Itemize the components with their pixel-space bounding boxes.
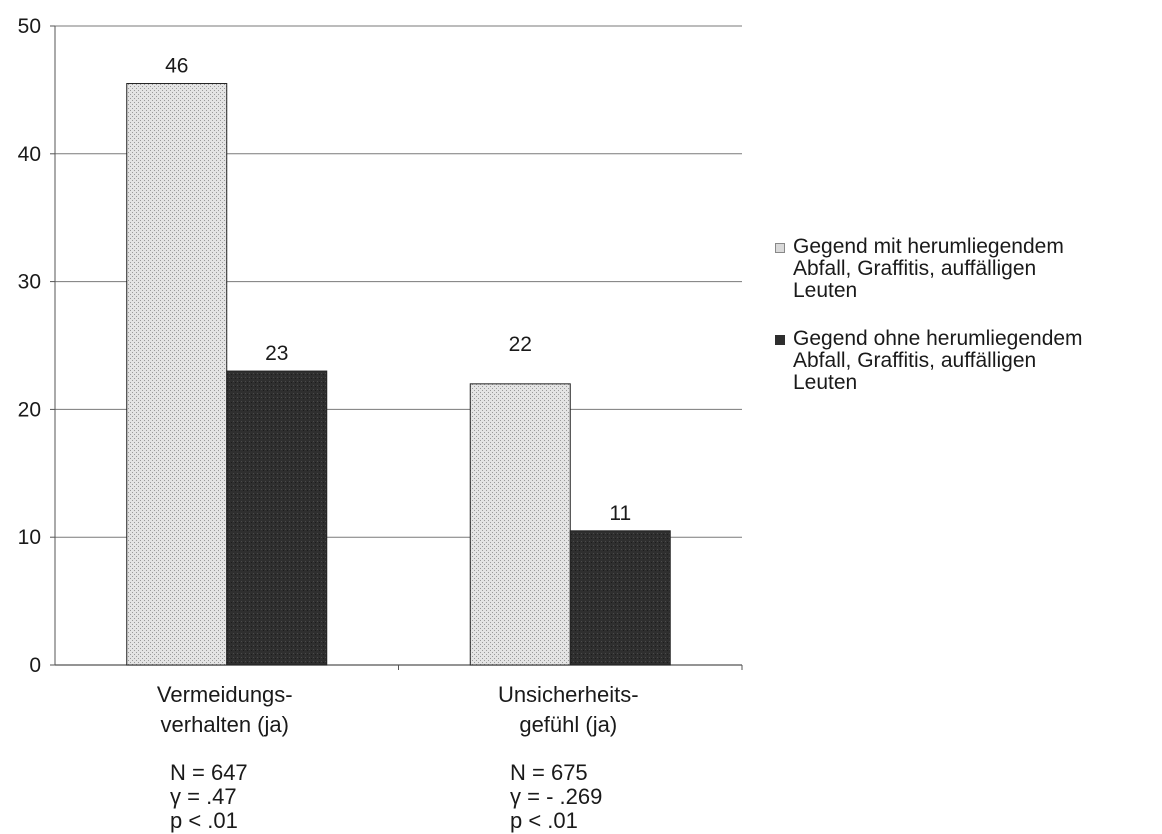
category-labels: Vermeidungs-verhalten (ja) Unsicherheits-… (157, 682, 639, 737)
data-label: 46 (165, 55, 188, 78)
y-tick-label: 0 (29, 654, 41, 677)
legend-label: Gegend mit herumliegendem Abfall, Graffi… (793, 235, 1064, 302)
data-label: 11 (609, 502, 631, 525)
data-label: 22 (509, 333, 532, 356)
bar-with-litter (126, 83, 228, 666)
statistic-line: γ = - .269 (510, 784, 602, 809)
legend-swatch-light (775, 243, 785, 253)
legend-label: Gegend ohne herumliegendem Abfall, Graff… (793, 327, 1083, 394)
y-tick-labels: 0 10 20 30 40 50 (18, 15, 41, 677)
y-tick-label: 50 (18, 15, 41, 38)
legend: Gegend mit herumliegendem Abfall, Graffi… (775, 236, 1160, 420)
legend-item-without-litter: Gegend ohne herumliegendem Abfall, Graff… (775, 328, 1160, 394)
legend-swatch-dark (775, 335, 785, 345)
data-label: 23 (265, 342, 288, 365)
statistic-line: N = 675 (510, 760, 588, 785)
y-tick-label: 30 (18, 271, 41, 294)
category-label: Unsicherheits- (498, 682, 639, 707)
statistic-line: p < .01 (510, 808, 578, 833)
y-tick-label: 10 (18, 526, 41, 549)
statistic-line: γ = .47 (170, 784, 237, 809)
y-tick-label: 20 (18, 398, 41, 421)
category-label: gefühl (ja) (519, 712, 617, 737)
statistic-line: p < .01 (170, 808, 238, 833)
bar-without-litter (226, 370, 328, 666)
bars (126, 83, 671, 666)
y-tick-label: 40 (18, 143, 41, 166)
bar-with-litter (469, 383, 571, 666)
category-label: verhalten (ja) (161, 712, 289, 737)
statistic-line: N = 647 (170, 760, 248, 785)
bar-without-litter (569, 530, 671, 666)
data-labels: 46 23 22 11 (165, 55, 631, 525)
legend-item-with-litter: Gegend mit herumliegendem Abfall, Graffi… (775, 236, 1160, 302)
category-label: Vermeidungs- (157, 682, 293, 707)
